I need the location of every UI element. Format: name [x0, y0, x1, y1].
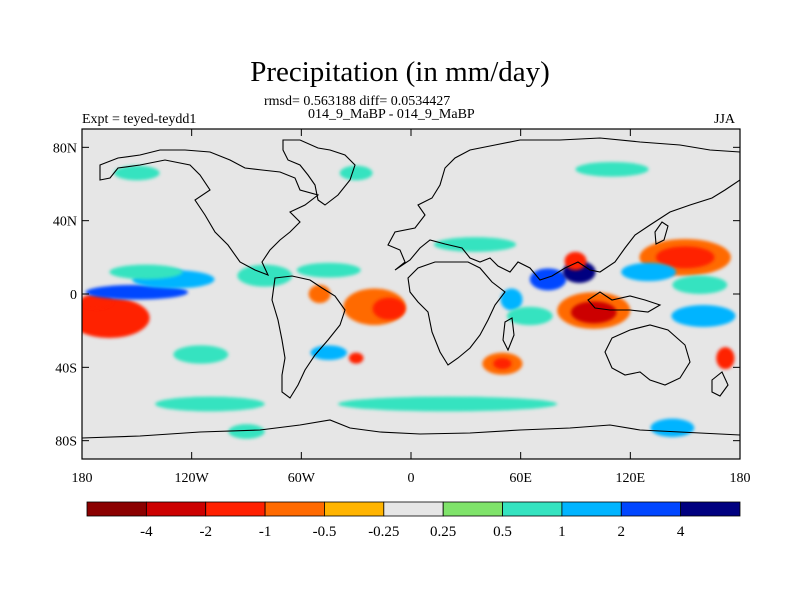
coastline-new-zealand — [711, 371, 729, 397]
colorbar-bin-5 — [383, 501, 444, 517]
colorbar-bin-1 — [145, 501, 207, 517]
anomaly-region-12 — [372, 297, 406, 320]
colorbar-label-5: 0.25 — [430, 524, 456, 540]
colorbar-label-8: 2 — [618, 524, 626, 540]
anomaly-region-34 — [155, 396, 265, 412]
colorbar-bin-7 — [502, 501, 563, 517]
y-tick-label-2: 0 — [70, 288, 77, 303]
colorbar-label-6: 0.5 — [493, 524, 512, 540]
colorbar-label-3: -0.5 — [313, 524, 337, 540]
anomaly-region-3 — [85, 284, 189, 300]
x-axis: 180 120W 60W 0 60E 120E 180 — [72, 129, 751, 486]
y-tick-label-0: 80N — [53, 141, 77, 156]
anomaly-region-19 — [529, 268, 567, 291]
x-tick-label-3: 0 — [408, 471, 415, 486]
colorbar-bin-0 — [86, 501, 147, 517]
coastline-australia — [604, 324, 691, 386]
anomaly-layer — [82, 162, 736, 439]
y-tick-label-3: 40S — [55, 361, 77, 376]
colorbar-label-7: 1 — [558, 524, 566, 540]
anomaly-region-23 — [570, 301, 617, 324]
anomaly-region-28 — [671, 305, 736, 327]
x-tick-label-5: 120E — [616, 471, 646, 486]
y-axis: 80N 40N 0 40S 80S — [53, 141, 740, 450]
anomaly-region-6 — [237, 264, 293, 287]
coastline-eurasia — [387, 137, 740, 281]
colorbar-label-9: 4 — [677, 524, 685, 540]
anomaly-region-33 — [337, 396, 558, 412]
anomaly-region-25 — [655, 246, 715, 269]
anomaly-region-7 — [296, 262, 361, 278]
coastline-maritime-continent — [587, 291, 662, 313]
colorbar-bin-8 — [561, 501, 622, 517]
x-tick-label-4: 60E — [509, 471, 532, 486]
anomaly-region-13 — [308, 284, 331, 304]
coastline-japan — [654, 221, 669, 245]
x-tick-label-0: 180 — [72, 471, 93, 486]
coastline-south-america — [271, 275, 346, 399]
anomaly-region-36 — [650, 418, 695, 438]
colorbar-label-0: -4 — [140, 524, 153, 540]
colorbar-bin-2 — [205, 501, 266, 517]
anomaly-region-9 — [310, 345, 348, 360]
anomaly-region-21 — [564, 251, 587, 271]
anomaly-region-29 — [716, 347, 735, 370]
coastline-greenland — [282, 139, 356, 206]
experiments-label: 014_9_MaBP - 014_9_MaBP — [308, 107, 475, 122]
anomaly-region-32 — [575, 162, 649, 177]
x-tick-label-6: 180 — [730, 471, 751, 486]
anomaly-region-26 — [621, 262, 677, 282]
anomaly-region-17 — [500, 288, 523, 311]
y-tick-label-1: 40N — [53, 215, 77, 230]
y-tick-label-4: 80S — [55, 435, 77, 450]
stats-line: rmsd= 0.563188 diff= 0.0534427 — [264, 94, 451, 109]
colorbar-bin-4 — [324, 501, 385, 517]
anomaly-region-5 — [109, 264, 183, 280]
anomaly-region-27 — [672, 275, 728, 295]
coastline-north-america — [99, 149, 320, 276]
anomaly-region-8 — [173, 345, 229, 364]
colorbar-bin-9 — [620, 501, 682, 517]
anomaly-region-16 — [433, 237, 517, 252]
coastline-antarctica — [82, 419, 740, 439]
colorbar-bin-10 — [680, 501, 741, 517]
colorbar-label-4: -0.25 — [368, 524, 399, 540]
colorbar-label-1: -2 — [199, 524, 212, 540]
colorbar-bin-6 — [442, 501, 503, 517]
coastline-africa — [407, 261, 506, 366]
x-tick-label-2: 60W — [288, 471, 316, 486]
colorbar-bin-3 — [264, 501, 325, 517]
colorbar: -4 -2 -1 -0.5 -0.25 0.25 0.5 1 2 4 — [86, 501, 741, 540]
coastlines — [82, 137, 740, 439]
anomaly-region-35 — [228, 424, 265, 439]
anomaly-region-18 — [506, 306, 553, 326]
anomaly-region-15 — [493, 358, 512, 370]
colorbar-label-2: -1 — [259, 524, 272, 540]
anomaly-region-31 — [339, 165, 373, 181]
coastline-madagascar — [502, 317, 515, 352]
x-tick-label-1: 120W — [175, 471, 210, 486]
chart-title: Precipitation (in mm/day) — [250, 56, 550, 88]
expt-label: Expt = teyed-teydd1 — [82, 112, 197, 127]
anomaly-region-10 — [348, 352, 364, 364]
season-label: JJA — [714, 112, 736, 127]
anomaly-region-30 — [113, 165, 160, 181]
